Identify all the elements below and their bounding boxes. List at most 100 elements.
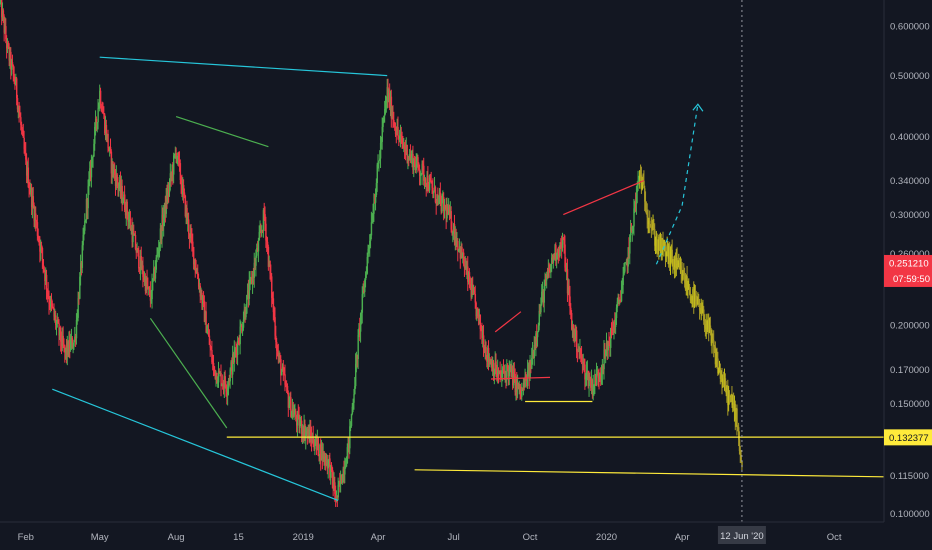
candle-body (71, 337, 74, 348)
candle-body (263, 210, 266, 215)
candle-body (634, 202, 636, 209)
candle-body (160, 228, 162, 239)
candle-body (197, 272, 199, 279)
candles-layer (0, 0, 743, 507)
candle-body (538, 310, 541, 326)
candle-body (83, 230, 85, 235)
candle-body (320, 444, 322, 461)
candle-body (340, 474, 342, 484)
candle-body (509, 366, 511, 368)
candle-body (470, 286, 472, 298)
support-line-lower[interactable] (414, 469, 885, 478)
candle-body (216, 372, 218, 384)
candle-body (723, 378, 725, 387)
candle-body (372, 213, 374, 222)
candle-body (137, 248, 139, 251)
drawings-layer[interactable] (52, 56, 885, 501)
candle-body (628, 247, 630, 254)
candle-body (296, 413, 299, 426)
candle-body (426, 175, 428, 188)
candle-body (677, 263, 679, 265)
candle-body (43, 266, 45, 271)
candle-body (685, 276, 688, 290)
candle-body (279, 355, 281, 360)
candle-body (554, 245, 556, 259)
candle-body (409, 154, 412, 160)
candle-body (403, 145, 405, 147)
candle-body (79, 263, 82, 277)
candle-body (54, 315, 56, 317)
trendline-green-bottom[interactable] (149, 317, 228, 429)
candle-body (384, 102, 387, 110)
candle-body (410, 156, 413, 160)
candle-body (607, 341, 609, 351)
candle-body (717, 358, 719, 374)
trendline-green-top[interactable] (175, 116, 269, 148)
candle-body (125, 201, 128, 216)
candle-body (335, 493, 337, 501)
candle-body (617, 297, 619, 302)
candle-body (168, 182, 171, 193)
candle-body (138, 250, 140, 269)
trendline-red-upper[interactable] (563, 180, 645, 216)
candle-body (694, 293, 697, 296)
candle-body (517, 382, 519, 390)
candle-body (283, 371, 285, 375)
candle-body (543, 286, 545, 303)
candle-body (187, 219, 189, 222)
candle-body (542, 290, 545, 303)
candle-body (158, 243, 161, 251)
candle-body (433, 190, 435, 194)
candle-body (458, 248, 460, 251)
trendline-red-low[interactable] (490, 376, 551, 380)
candle-body (269, 260, 271, 274)
candle-body (594, 373, 596, 385)
candle-body (61, 335, 64, 347)
trendline-cyan-bottom[interactable] (52, 388, 339, 501)
candle-body (477, 308, 480, 318)
candle-body (675, 257, 678, 269)
candle-body (154, 269, 157, 279)
candle-body (734, 403, 737, 420)
candle-body (688, 287, 690, 290)
candle-body (288, 405, 290, 408)
candle-body (272, 298, 275, 313)
candle-body (37, 235, 40, 239)
candle-body (211, 349, 213, 363)
candle-body (418, 168, 421, 176)
candle-body (118, 186, 120, 188)
candle-body (174, 153, 177, 155)
candle-body (442, 197, 444, 199)
candle-body (335, 495, 338, 501)
candle-body (574, 329, 576, 342)
candle-body (38, 238, 40, 242)
candle-body (718, 368, 721, 370)
candle-body (610, 327, 612, 348)
candle-body (161, 214, 163, 239)
candle-body (59, 327, 61, 336)
candle-body (562, 237, 565, 239)
candle-body (687, 289, 689, 291)
candle-body (90, 160, 93, 178)
candle-body (433, 187, 436, 191)
candle-body (425, 184, 428, 188)
candle-body (195, 268, 197, 273)
time-tick-label: Jul (448, 532, 460, 543)
candle-body (369, 240, 371, 247)
price-tick-label: 0.200000 (890, 321, 930, 332)
candle-body (739, 451, 742, 456)
trendline-red-small[interactable] (494, 311, 522, 333)
candle-body (548, 268, 550, 271)
candle-body (475, 302, 477, 317)
candle-body (325, 455, 327, 466)
time-axis[interactable] (0, 522, 932, 550)
candle-body (595, 373, 597, 386)
candle-body (679, 263, 681, 270)
candle-body (80, 263, 83, 268)
candle-body (424, 178, 427, 185)
trendline-cyan-top[interactable] (99, 56, 388, 77)
candle-body (199, 285, 202, 297)
candle-body (275, 335, 277, 342)
candle-body (256, 247, 258, 256)
